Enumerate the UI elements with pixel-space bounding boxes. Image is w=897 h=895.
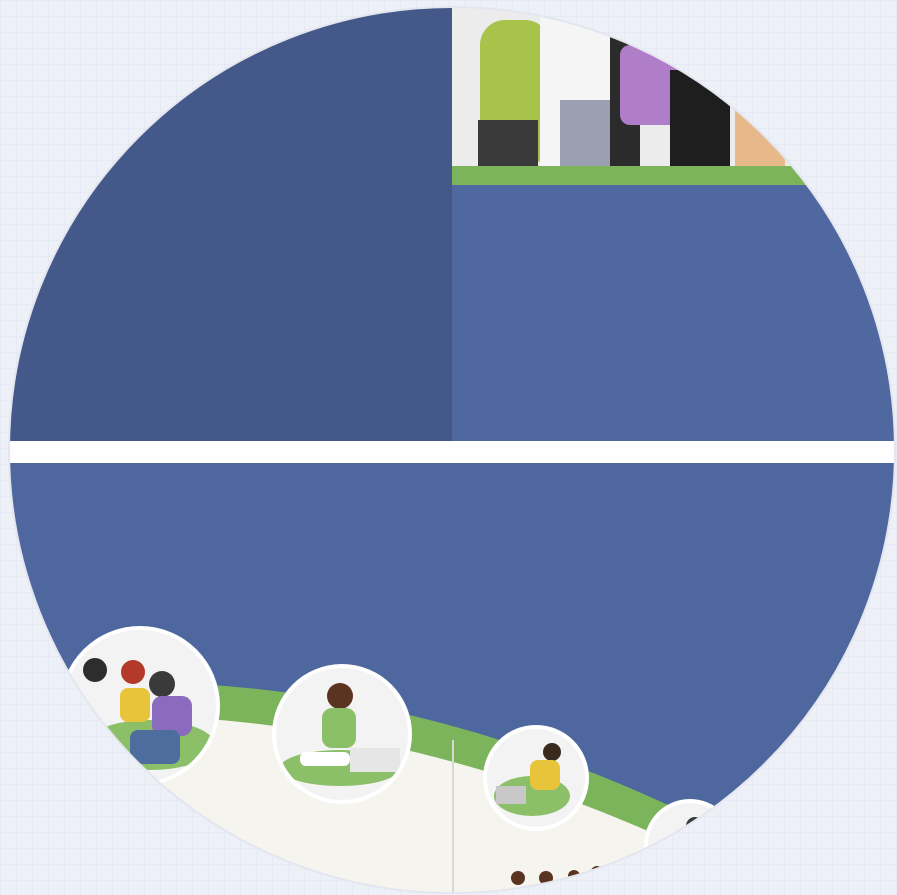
body <box>322 708 356 748</box>
laptop <box>496 786 526 804</box>
laptop <box>350 748 400 772</box>
crowd-illustration <box>478 10 785 166</box>
circle-badge <box>483 725 589 831</box>
head <box>121 660 145 684</box>
legs <box>300 752 350 766</box>
badge-image <box>276 668 408 800</box>
top-right-panel <box>452 185 895 441</box>
badge-image <box>487 729 585 827</box>
legs <box>130 730 180 764</box>
circle-badge <box>272 664 412 804</box>
seam <box>452 740 454 893</box>
disc-edge <box>8 6 896 894</box>
person <box>620 45 680 125</box>
head <box>149 671 175 697</box>
body <box>530 760 560 790</box>
body <box>120 688 150 722</box>
divider <box>9 441 895 463</box>
head <box>327 683 353 709</box>
body <box>152 696 192 736</box>
head <box>511 871 525 885</box>
person <box>560 100 610 166</box>
head <box>543 743 561 761</box>
person <box>478 120 538 166</box>
green-strip <box>452 166 895 185</box>
head <box>83 658 107 682</box>
